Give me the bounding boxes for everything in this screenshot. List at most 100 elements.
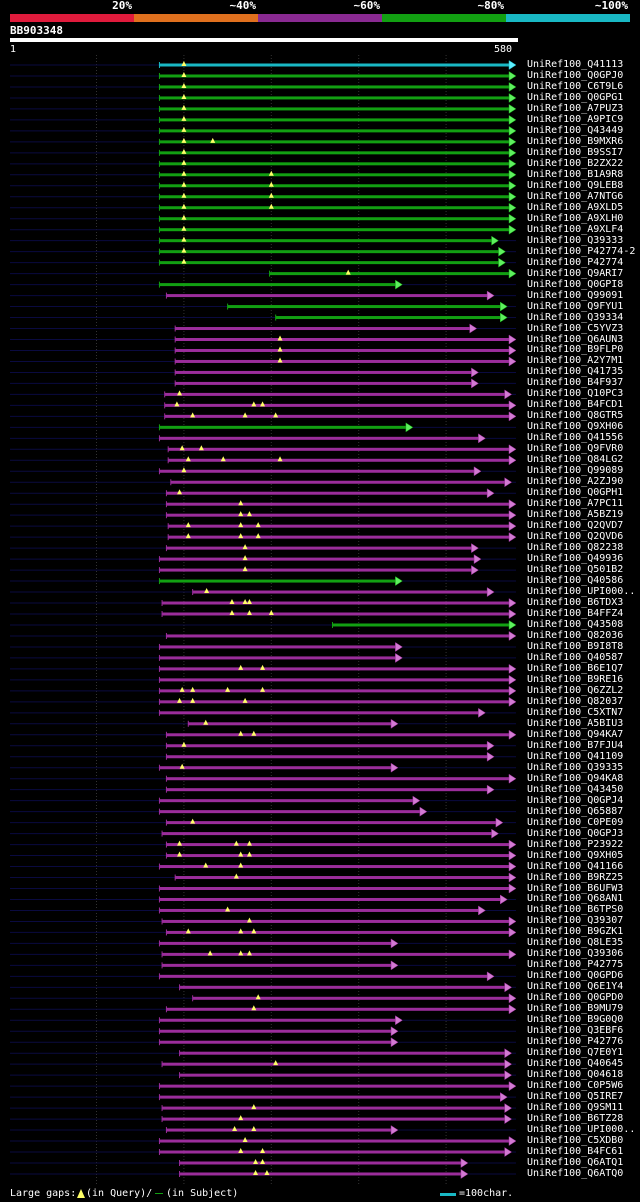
hit-label[interactable]: UniRef100_Q43449 (527, 124, 624, 136)
hit-label[interactable]: UniRef100_Q9ARI7 (527, 267, 624, 279)
hit-label[interactable]: UniRef100_Q99089 (527, 465, 624, 477)
hit-label[interactable]: UniRef100_Q9LEB8 (527, 179, 624, 191)
hit-label[interactable]: UniRef100_Q39334 (527, 311, 624, 323)
hit-label[interactable]: UniRef100_Q39333 (527, 234, 624, 246)
hit-label[interactable]: UniRef100_P42775 (527, 959, 624, 971)
hit-label[interactable]: UniRef100_B6TPS0 (527, 904, 624, 916)
hit-label[interactable]: UniRef100_Q41113 (527, 59, 624, 70)
hit-label[interactable]: UniRef100_C0PE09 (527, 816, 624, 828)
hit-label[interactable]: UniRef100_Q10PC3 (527, 388, 624, 400)
hit-label[interactable]: UniRef100_Q40587 (527, 651, 624, 663)
hit-label[interactable]: UniRef100_A9PIC9 (527, 113, 624, 125)
hit-label[interactable]: UniRef100_P42774 (527, 256, 624, 268)
hit-label[interactable]: UniRef100_B9FLP0 (527, 344, 624, 356)
hit-label[interactable]: UniRef100_Q41166 (527, 860, 624, 872)
hit-label[interactable]: UniRef100_Q9XH06 (527, 421, 624, 433)
hit-label[interactable]: UniRef100_Q0GPJ0 (527, 69, 624, 81)
hit-label[interactable]: UniRef100_Q82037 (527, 695, 624, 707)
hit-label[interactable]: UniRef100_Q99091 (527, 289, 624, 301)
hit-label[interactable]: UniRef100_Q40586 (527, 575, 624, 587)
hit-label[interactable]: UniRef100_Q9XH05 (527, 849, 624, 861)
hit-label[interactable]: UniRef100_Q0GPJ4 (527, 794, 624, 806)
hit-label[interactable]: UniRef100_A7NTG6 (527, 190, 624, 202)
hit-label[interactable]: UniRef100_Q39307 (527, 915, 624, 927)
hit-label[interactable]: UniRef100_C6T9L6 (527, 80, 624, 92)
hit-label[interactable]: UniRef100_Q6ZZL2 (527, 684, 624, 696)
hit-label[interactable]: UniRef100_C5XDB0 (527, 1135, 624, 1147)
hit-label[interactable]: UniRef100_B1A9R8 (527, 168, 624, 180)
hit-label[interactable]: UniRef100_P23922 (527, 838, 624, 850)
hit-label[interactable]: UniRef100_A2ZJ90 (527, 476, 624, 488)
hit-label[interactable]: UniRef100_Q04618 (527, 1069, 624, 1081)
hit-label[interactable]: UniRef100_B4F937 (527, 377, 624, 389)
hit-label[interactable]: UniRef100_Q6ATQ1 (527, 1157, 624, 1168)
hit-label[interactable]: UniRef100_Q82036 (527, 629, 624, 641)
hit-label[interactable]: UniRef100_Q94KA8 (527, 772, 624, 784)
hit-label[interactable]: UniRef100_B6E1Q7 (527, 662, 624, 674)
hit-label[interactable]: UniRef100_Q6AUN3 (527, 333, 624, 345)
hit-label[interactable]: UniRef100_Q68AN1 (527, 893, 624, 905)
hit-label[interactable]: UniRef100_Q82238 (527, 542, 624, 554)
hit-label[interactable]: UniRef100_Q84LG2 (527, 454, 624, 466)
hit-label[interactable]: UniRef100_B9SSI7 (527, 146, 624, 158)
hit-label[interactable]: UniRef100_C5XTN7 (527, 706, 624, 718)
hit-label[interactable]: UniRef100_A5BIU3 (527, 717, 624, 729)
hit-label[interactable]: UniRef100_Q41735 (527, 366, 624, 378)
hit-label[interactable]: UniRef100_Q43508 (527, 618, 624, 630)
hit-label[interactable]: UniRef100_B9MXR6 (527, 135, 624, 147)
hit-label[interactable]: UniRef100_Q41556 (527, 432, 624, 444)
hit-label[interactable]: UniRef100_Q2QVD6 (527, 531, 624, 543)
hit-label[interactable]: UniRef100_P42776 (527, 1036, 624, 1048)
hit-label[interactable]: UniRef100_B6UFW3 (527, 882, 624, 894)
hit-label[interactable]: UniRef100_A7PUZ3 (527, 102, 624, 114)
hit-label[interactable]: UniRef100_B9GZK1 (527, 926, 624, 938)
hit-label[interactable]: UniRef100_A9XLH0 (527, 212, 624, 224)
hit-label[interactable]: UniRef100_Q41109 (527, 750, 624, 762)
hit-label[interactable]: UniRef100_B4FC61 (527, 1146, 624, 1158)
hit-label[interactable]: UniRef100_Q0GPJ3 (527, 827, 624, 839)
hit-label[interactable]: UniRef100_Q501B2 (527, 564, 624, 576)
hit-label[interactable]: UniRef100_B6TDX3 (527, 597, 624, 609)
hit-label[interactable]: UniRef100_B6TZ28 (527, 1113, 624, 1125)
hit-label[interactable]: UniRef100_C5YVZ3 (527, 322, 624, 334)
hit-label[interactable]: UniRef100_B7FJU4 (527, 739, 624, 751)
hit-label[interactable]: UniRef100_Q94KA7 (527, 728, 624, 740)
hit-label[interactable]: UniRef100_Q7E0Y1 (527, 1047, 624, 1059)
hit-label[interactable]: UniRef100_B9RZ25 (527, 871, 624, 883)
hit-label[interactable]: UniRef100_UPI000.. (527, 1124, 636, 1136)
hit-label[interactable]: UniRef100_Q39306 (527, 948, 624, 960)
hit-label[interactable]: UniRef100_B4FFZ4 (527, 608, 624, 619)
hit-label[interactable]: UniRef100_Q8GTR5 (527, 410, 624, 422)
hit-label[interactable]: UniRef100_Q49936 (527, 553, 624, 565)
hit-label[interactable]: UniRef100_Q0GPI8 (527, 278, 624, 290)
hit-label[interactable]: UniRef100_Q5IRE7 (527, 1091, 624, 1103)
hit-label[interactable]: UniRef100_Q9FVR0 (527, 443, 624, 455)
hit-label[interactable]: UniRef100_UPI000.. (527, 586, 636, 598)
hit-label[interactable]: UniRef100_B9MU79 (527, 1003, 624, 1015)
hit-label[interactable]: UniRef100_Q43450 (527, 783, 624, 795)
hit-label[interactable]: UniRef100_B9G0Q0 (527, 1014, 624, 1026)
hit-label[interactable]: UniRef100_B2ZX22 (527, 157, 624, 169)
hit-label[interactable]: UniRef100_B9I8T8 (527, 640, 624, 652)
hit-label[interactable]: UniRef100_A7PC11 (527, 498, 624, 510)
hit-label[interactable]: UniRef100_Q40645 (527, 1058, 624, 1070)
hit-label[interactable]: UniRef100_C0P5W6 (527, 1080, 624, 1092)
hit-label[interactable]: UniRef100_Q8LE35 (527, 937, 624, 949)
hit-label[interactable]: UniRef100_Q65887 (527, 805, 624, 817)
hit-label[interactable]: UniRef100_A5BZ19 (527, 509, 624, 521)
hit-label[interactable]: UniRef100_Q0GPH1 (527, 487, 624, 499)
hit-label[interactable]: UniRef100_A9XLD5 (527, 201, 624, 213)
hit-label[interactable]: UniRef100_P42774-2 (527, 245, 636, 257)
hit-label[interactable]: UniRef100_Q3EBF6 (527, 1025, 624, 1037)
hit-label[interactable]: UniRef100_Q9FYU1 (527, 300, 624, 312)
hit-label[interactable]: UniRef100_Q39335 (527, 761, 624, 773)
hit-label[interactable]: UniRef100_Q0GPD0 (527, 992, 624, 1004)
hit-label[interactable]: UniRef100_Q0GPG1 (527, 91, 624, 103)
hit-label[interactable]: UniRef100_Q9SM11 (527, 1102, 624, 1114)
hit-label[interactable]: UniRef100_Q6E1Y4 (527, 981, 624, 993)
hit-label[interactable]: UniRef100_A2Y7M1 (527, 355, 624, 367)
hit-label[interactable]: UniRef100_Q6ATQ0 (527, 1167, 624, 1179)
hit-label[interactable]: UniRef100_A9XLF4 (527, 223, 624, 235)
hit-label[interactable]: UniRef100_B4FCD1 (527, 399, 624, 411)
hit-label[interactable]: UniRef100_Q0GPD6 (527, 970, 624, 982)
